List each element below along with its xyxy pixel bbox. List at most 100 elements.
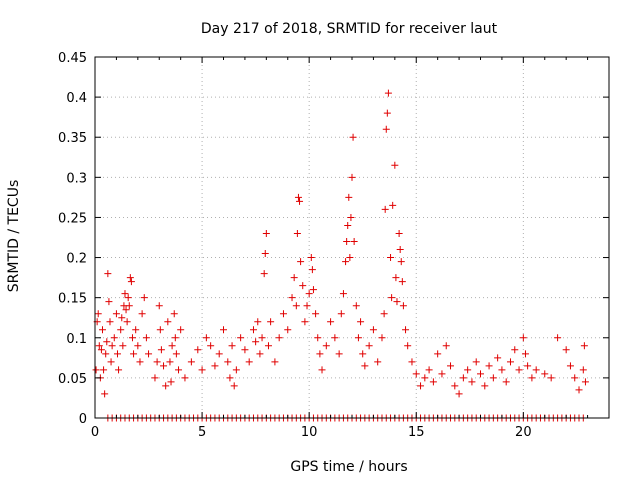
data-point [312, 310, 320, 318]
data-point [271, 358, 279, 366]
data-point [357, 318, 365, 326]
data-point [115, 366, 123, 374]
data-point [489, 374, 497, 382]
data-point [145, 350, 153, 358]
data-point [134, 342, 142, 350]
data-point [127, 278, 135, 286]
data-point [103, 338, 111, 346]
data-point [392, 274, 400, 282]
data-point [383, 109, 391, 117]
data-point [468, 378, 476, 386]
data-point [220, 326, 227, 334]
data-point [211, 362, 219, 370]
data-point [293, 229, 301, 237]
data-point [106, 318, 114, 326]
data-point [252, 338, 260, 346]
data-point [228, 342, 236, 350]
data-point [347, 213, 355, 221]
data-point [187, 358, 195, 366]
data-point [260, 270, 268, 278]
data-point [361, 362, 369, 370]
data-point [130, 350, 138, 358]
data-point [398, 278, 406, 286]
plot-frame [94, 56, 610, 419]
data-point [279, 310, 287, 318]
data-point [389, 201, 397, 209]
data-point [447, 362, 455, 370]
data-point [472, 358, 480, 366]
data-point [125, 302, 133, 310]
data-point [307, 254, 315, 262]
data-point [299, 282, 307, 290]
data-point [349, 133, 357, 141]
data-point [112, 310, 120, 318]
data-point [477, 370, 484, 378]
data-point [296, 197, 304, 205]
data-point [249, 326, 257, 334]
data-point [292, 302, 300, 310]
data-point [391, 161, 399, 169]
data-point [262, 229, 270, 237]
data-point [314, 334, 322, 342]
chart-title: Day 217 of 2018, SRMTID for receiver lau… [201, 21, 498, 37]
data-point [352, 302, 360, 310]
data-point [528, 374, 536, 382]
data-point [198, 366, 206, 374]
grid-lines [95, 57, 609, 418]
data-point [359, 350, 367, 358]
data-point [230, 382, 238, 390]
data-point [451, 382, 459, 390]
data-point [101, 390, 109, 398]
x-axis-label: GPS time / hours [290, 459, 407, 475]
data-point [519, 334, 527, 342]
data-point [126, 274, 134, 282]
data-point [350, 238, 358, 246]
data-point [119, 342, 127, 350]
data-point [138, 310, 146, 318]
data-point [434, 350, 442, 358]
data-point [425, 366, 433, 374]
data-point [404, 342, 412, 350]
x-tick-label: 5 [198, 425, 206, 440]
data-point [511, 346, 519, 354]
data-point [308, 266, 316, 274]
data-points [92, 89, 589, 422]
data-point [172, 350, 180, 358]
data-point [381, 205, 389, 213]
data-point [502, 378, 510, 386]
data-point [121, 290, 129, 298]
data-point [566, 362, 574, 370]
data-point [181, 374, 189, 382]
data-point [402, 326, 410, 334]
data-point [309, 286, 317, 294]
data-point [140, 294, 148, 302]
data-point [171, 334, 179, 342]
data-point [345, 193, 353, 201]
y-tick-label: 0.2 [66, 252, 87, 267]
data-point [97, 346, 105, 354]
data-point [408, 358, 416, 366]
y-tick-label: 0 [79, 412, 87, 427]
data-point [575, 386, 583, 394]
y-tick-label: 0.3 [66, 171, 87, 186]
data-point [162, 382, 170, 390]
data-point [117, 326, 125, 334]
y-tick-label: 0.25 [58, 211, 87, 226]
x-tick-label: 15 [408, 425, 425, 440]
data-point [429, 378, 437, 386]
data-point [421, 374, 429, 382]
y-tick-label: 0.1 [66, 332, 87, 347]
data-point [380, 310, 388, 318]
data-point [157, 346, 165, 354]
data-point [581, 378, 589, 386]
data-point [316, 350, 324, 358]
data-point [396, 246, 404, 254]
data-point [104, 270, 112, 278]
data-point [303, 302, 311, 310]
data-point [506, 358, 514, 366]
data-point [224, 358, 232, 366]
data-point [168, 342, 176, 350]
data-point [166, 358, 174, 366]
data-point [123, 318, 131, 326]
data-point [318, 366, 326, 374]
